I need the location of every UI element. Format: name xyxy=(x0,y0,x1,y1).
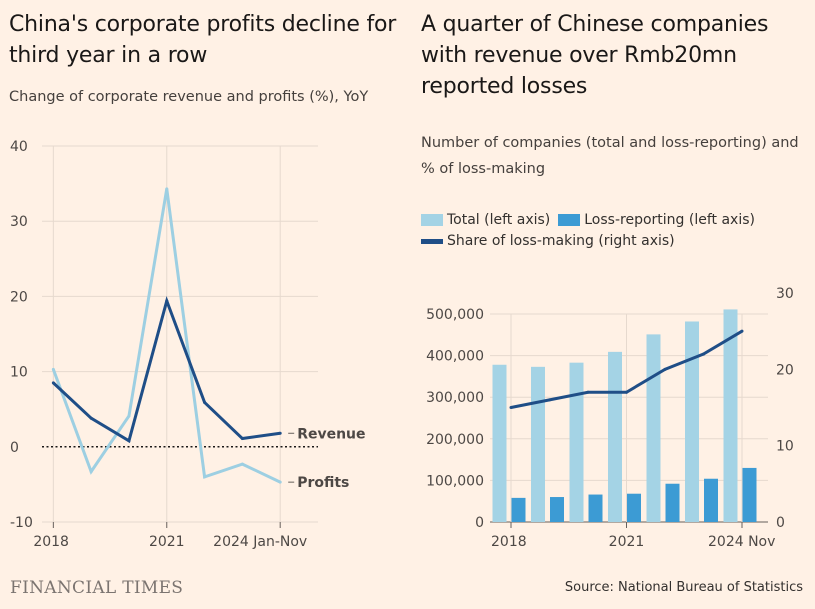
left-y-tick-label: -10 xyxy=(10,515,33,531)
left-point-profits xyxy=(51,367,55,371)
right-y-tick-label: 100,000 xyxy=(426,473,484,489)
left-x-tick-label: 2018 xyxy=(33,534,69,550)
right-point-share xyxy=(702,352,705,356)
legend-item-loss: Loss-reporting (left axis) xyxy=(558,212,755,228)
right-y-tick-label: 0 xyxy=(475,515,484,531)
ft-logo: FINANCIAL TIMES xyxy=(10,578,184,598)
bar-total xyxy=(492,364,507,522)
left-point-profits xyxy=(240,462,244,466)
right-y2-tick-label: 10 xyxy=(776,439,794,455)
right-y2-tick-label: 0 xyxy=(776,515,785,531)
legend-swatch-total xyxy=(421,214,443,226)
bar-loss-reporting xyxy=(588,494,603,522)
left-point-revenue xyxy=(89,416,93,420)
bar-total xyxy=(646,334,661,522)
bar-loss-reporting xyxy=(742,467,757,522)
right-chart-subtitle: Number of companies (total and loss-repo… xyxy=(421,135,799,177)
left-y-tick-label: 0 xyxy=(10,440,19,456)
left-point-revenue xyxy=(240,437,244,441)
left-chart-title: China's corporate profits decline for th… xyxy=(9,12,397,68)
right-x-tick-label: 2021 xyxy=(609,534,645,550)
right-y2-tick-label: 20 xyxy=(776,362,794,378)
left-point-revenue xyxy=(278,431,282,435)
left-y-tick-label: 20 xyxy=(10,289,28,305)
legend-swatch-loss xyxy=(558,214,581,226)
legend-label-loss: Loss-reporting (left axis) xyxy=(584,212,755,228)
left-point-revenue xyxy=(165,299,169,303)
right-chart-title: A quarter of Chinese companies with reve… xyxy=(421,12,769,99)
legend-item-share: Share of loss-making (right axis) xyxy=(421,233,675,249)
left-point-profits xyxy=(278,480,282,484)
right-point-share xyxy=(548,398,551,402)
right-y-tick-label: 400,000 xyxy=(426,349,484,365)
legend-label-share: Share of loss-making (right axis) xyxy=(447,233,675,249)
legend-label-total: Total (left axis) xyxy=(447,212,551,228)
bar-loss-reporting xyxy=(627,493,641,522)
bar-total xyxy=(723,309,738,522)
right-point-share xyxy=(509,406,513,409)
right-x-tick-label: 2024 Nov xyxy=(708,534,775,550)
left-y-tick-label: 10 xyxy=(10,365,28,381)
right-x-tick-label: 2018 xyxy=(491,534,527,550)
left-x-tick-label: 2021 xyxy=(149,534,185,550)
bar-loss-reporting xyxy=(665,483,680,522)
bar-loss-reporting xyxy=(511,497,526,522)
right-y-tick-label: 300,000 xyxy=(426,390,484,406)
left-point-profits xyxy=(89,470,93,474)
legend-item-total: Total (left axis) xyxy=(421,212,550,228)
left-series-label-profits: Profits xyxy=(297,475,349,491)
left-chart-subtitle: Change of corporate revenue and profits … xyxy=(9,89,369,105)
left-series-label-revenue: Revenue xyxy=(297,426,365,442)
left-point-revenue xyxy=(51,381,55,385)
legend-swatch-share xyxy=(421,238,443,244)
left-point-profits xyxy=(203,475,207,479)
left-point-revenue xyxy=(203,400,207,404)
right-chart-legend-row-2: Share of loss-making (right axis) xyxy=(421,233,683,249)
left-point-profits xyxy=(127,414,131,418)
bar-total xyxy=(531,366,545,522)
left-x-tick-label: 2024 Jan-Nov xyxy=(213,534,307,550)
right-y-tick-label: 200,000 xyxy=(426,432,484,448)
right-y-tick-label: 500,000 xyxy=(426,307,484,323)
right-point-share xyxy=(663,367,667,371)
bar-loss-reporting xyxy=(550,497,564,522)
bar-total xyxy=(685,321,699,522)
right-point-share xyxy=(740,329,744,333)
bar-loss-reporting xyxy=(704,478,718,522)
bar-total xyxy=(608,351,622,522)
right-y2-tick-label: 30 xyxy=(776,286,794,302)
right-chart-legend-row-1: Total (left axis) Loss-reporting (left a… xyxy=(421,212,763,228)
left-point-profits xyxy=(165,187,169,191)
bar-total xyxy=(569,362,584,522)
right-point-share xyxy=(625,390,628,394)
right-point-share xyxy=(586,390,590,394)
left-y-tick-label: 30 xyxy=(10,214,28,230)
source-note: Source: National Bureau of Statistics xyxy=(564,580,803,595)
left-point-revenue xyxy=(127,439,131,443)
left-y-tick-label: 40 xyxy=(10,139,28,155)
